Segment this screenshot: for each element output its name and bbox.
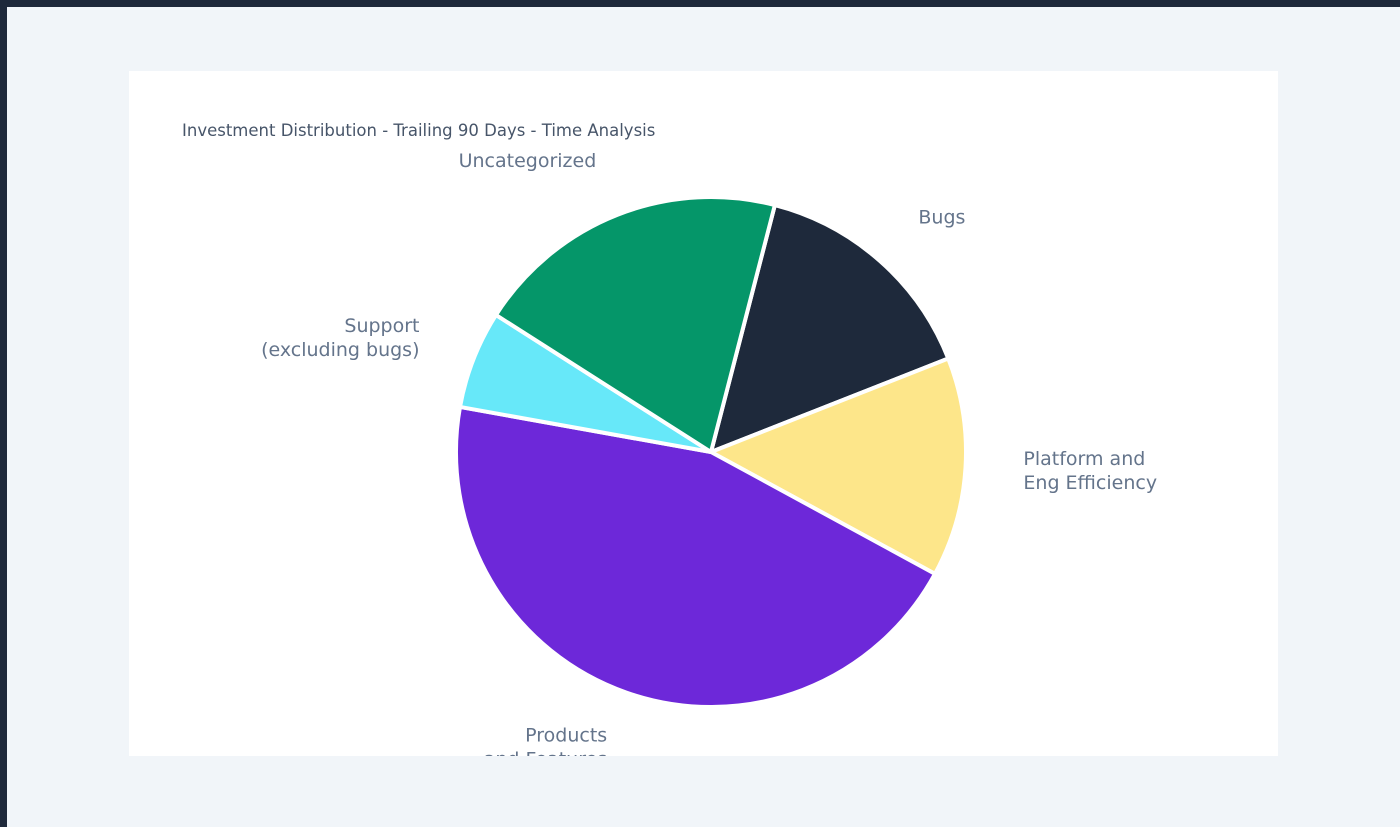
pie-slice-label-line: Eng Efficiency [1023,472,1157,494]
pie-slice-label-line: and Features [484,748,607,756]
pie-slice-label-line: Uncategorized [459,150,597,172]
pie-slice-label: Support (excluding bugs) [261,315,419,361]
pie-slice-label: Products and Features [484,724,607,756]
pie-slice[interactable] [709,356,968,576]
pie-slice[interactable] [493,194,777,454]
pie-slice-label-line: Bugs [918,207,965,229]
pie-slice-label-line: Support [344,315,419,337]
pie-slice[interactable] [454,404,938,709]
pie-slices [454,194,968,709]
pie-slice-label-line: Products [525,724,607,746]
pie-slice-label-line: Platform and [1023,448,1145,470]
pie-slice-label: Bugs [918,207,965,229]
chart-card: Investment Distribution - Trailing 90 Da… [129,71,1278,756]
chart-title: Investment Distribution - Trailing 90 Da… [182,121,656,140]
pie-slice-label-line: (excluding bugs) [261,339,419,361]
page-background: Investment Distribution - Trailing 90 Da… [7,7,1400,827]
pie-slice-label: Platform and Eng Efficiency [1023,448,1157,494]
pie-slice[interactable] [709,203,951,454]
pie-slice-label: Uncategorized [459,150,597,172]
